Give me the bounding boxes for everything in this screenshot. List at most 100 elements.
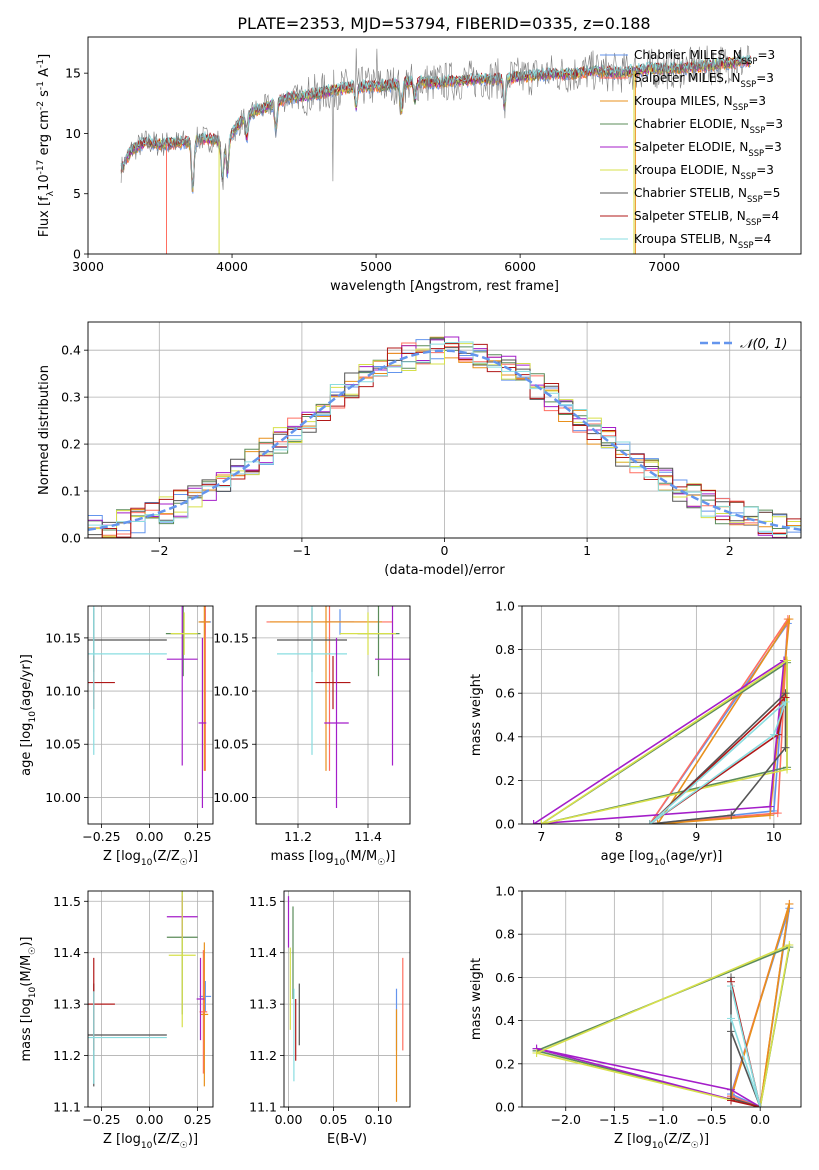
y-tick-label: 10.10 (45, 684, 81, 699)
x-tick-label: −0.5 (696, 1112, 726, 1127)
y-tick-label: 10.15 (45, 630, 81, 645)
x-tick-label: −0.25 (82, 1112, 120, 1127)
mass-vs-Z-frame (87, 890, 214, 1108)
weight-vs-Z-xlabel: Z [log10(Z/Z☉)] (614, 1132, 709, 1151)
y-tick-label: 10.00 (213, 790, 249, 805)
y-tick-label: 0.8 (495, 642, 515, 657)
y-tick-label: 1.0 (495, 884, 515, 899)
weight-line (649, 616, 789, 824)
legend-label: Chabrier MILES, NSSP=3 (634, 48, 775, 66)
spectrum-plot-area (120, 45, 751, 254)
y-tick-label: 0.3 (61, 390, 81, 405)
residuals-xlabel: (data-model)/error (384, 563, 505, 578)
legend-label: Chabrier ELODIE, NSSP=3 (634, 117, 783, 135)
x-tick-label: −0.25 (82, 829, 120, 844)
x-tick-label: −1 (293, 543, 311, 558)
spectrum-xlabel: wavelength [Angstrom, rest frame] (330, 279, 559, 294)
y-tick-label: 11.2 (53, 1048, 81, 1063)
y-tick-label: 1.0 (495, 599, 515, 614)
y-tick-label: 10.00 (45, 790, 81, 805)
y-tick-label: 11.2 (249, 1048, 277, 1063)
y-tick-label: 11.3 (249, 997, 277, 1012)
y-tick-label: 15 (65, 66, 81, 81)
y-tick-label: 10 (65, 126, 81, 141)
x-tick-label: 0.10 (365, 1112, 393, 1127)
weight-line (536, 943, 791, 1107)
x-tick-label: 7 (537, 829, 545, 844)
x-tick-label: 7000 (648, 259, 680, 274)
y-tick-label: 0.6 (495, 686, 515, 701)
normal-legend-label: 𝒩(0, 1) (740, 337, 787, 352)
y-tick-label: 0.2 (61, 437, 81, 452)
weight-vs-age-xlabel: age [log10(age/yr)] (601, 849, 723, 868)
y-tick-label: 0.4 (495, 729, 515, 744)
y-tick-label: 11.5 (53, 894, 81, 909)
age-vs-Z-frame (87, 605, 214, 825)
x-tick-label: 10 (766, 829, 782, 844)
residuals-panel: −2 −1 0 1 2 0.0 0.1 0.2 0.3 0.4 (data-model)/error… (37, 321, 802, 578)
residuals-ylabel: Normed distribution (37, 365, 52, 495)
y-tick-label: 0.1 (61, 484, 81, 499)
x-tick-label: 0.25 (184, 829, 212, 844)
y-tick-label: 0.0 (495, 817, 515, 832)
y-tick-label: 0.8 (495, 927, 515, 942)
x-tick-label: 0.00 (136, 829, 164, 844)
legend-label: Salpeter MILES, NSSP=3 (634, 71, 774, 89)
age-vs-Z-panel: −0.25 0.00 0.25 10.00 10.05 10.10 10.15 Z [log1… (19, 605, 214, 868)
mass-vs-EBV-panel: 0.00 0.05 0.10 11.1 11.2 11.3 11.4 11.5 E(B-V) (249, 890, 411, 1147)
mass-vs-Z-xlabel: Z [log10(Z/Z☉)] (103, 1132, 198, 1151)
x-tick-label: −1.0 (648, 1112, 678, 1127)
y-tick-label: 11.4 (53, 945, 81, 960)
x-tick-label: 8 (615, 829, 623, 844)
x-tick-label: 0.00 (136, 1112, 164, 1127)
x-tick-label: 11.4 (354, 829, 382, 844)
x-tick-label: 2 (726, 543, 734, 558)
age-vs-mass-xlabel: mass [log10(M/M☉)] (271, 849, 396, 868)
weight-vs-age-panel: 7 8 9 10 0.0 0.2 0.4 0.6 0.8 1.0 age [log10(age/yr… (469, 599, 802, 868)
weight-line (540, 659, 788, 824)
legend-label: Chabrier STELIB, NSSP=5 (634, 186, 780, 204)
legend-label: Kroupa MILES, NSSP=3 (634, 94, 766, 112)
y-tick-label: 0.0 (495, 1100, 515, 1115)
x-tick-label: 0.05 (320, 1112, 348, 1127)
y-tick-label: 10.05 (213, 737, 249, 752)
age-vs-Z-ylabel: age [log10(age/yr)] (19, 654, 38, 776)
legend-label: Kroupa ELODIE, NSSP=3 (634, 163, 774, 181)
mass-vs-EBV-frame (283, 890, 411, 1108)
legend-label: Salpeter STELIB, NSSP=4 (634, 209, 779, 227)
weight-vs-age-frame (521, 605, 802, 825)
age-vs-mass-panel: 11.2 11.4 10.00 10.05 10.10 10.15 mass [log10(… (213, 605, 411, 868)
weight-vs-age-plot-area (529, 615, 794, 824)
weight-vs-Z-panel: −2.0 −1.5 −1.0 −0.5 0.0 0.0 0.2 0.4 0.6 0.8 1.0 Z [… (469, 884, 802, 1151)
spectrum-panel: 3000 4000 5000 6000 7000 0 5 10 15 wavelength [An… (36, 36, 802, 294)
x-tick-label: 1 (583, 543, 591, 558)
x-tick-label: 0.25 (184, 1112, 212, 1127)
x-tick-label: 3000 (72, 259, 104, 274)
weight-vs-age-ylabel: mass weight (469, 674, 484, 756)
weight-line (533, 658, 785, 824)
normal-reference-curve (88, 349, 801, 532)
mass-vs-EBV-plot-area (287, 896, 404, 1102)
y-tick-label: 0.2 (495, 773, 515, 788)
x-tick-label: 0.0 (750, 1112, 770, 1127)
y-tick-label: 0 (73, 247, 81, 262)
spectrum-title: PLATE=2353, MJD=53794, FIBERID=0335, z=0… (237, 14, 650, 33)
x-tick-label: 11.2 (284, 829, 312, 844)
y-tick-label: 10.15 (213, 630, 249, 645)
y-tick-label: 0.0 (61, 531, 81, 546)
y-tick-label: 0.4 (495, 1013, 515, 1028)
data-spectrum-line (120, 45, 751, 192)
x-tick-label: −2.0 (551, 1112, 581, 1127)
x-tick-label: 5000 (360, 259, 392, 274)
weight-vs-Z-frame (521, 890, 802, 1108)
x-tick-label: 0.00 (275, 1112, 303, 1127)
weight-line (730, 977, 762, 1107)
y-tick-label: 11.1 (249, 1100, 277, 1115)
mass-vs-EBV-xlabel: E(B-V) (327, 1132, 367, 1147)
spectrum-legend: Chabrier MILES, NSSP=3 Salpeter MILES, NS… (600, 48, 783, 250)
residuals-plot-area (88, 336, 801, 538)
y-tick-label: 11.5 (249, 894, 277, 909)
x-tick-label: 0 (441, 543, 449, 558)
age-vs-mass-plot-area (266, 606, 410, 809)
